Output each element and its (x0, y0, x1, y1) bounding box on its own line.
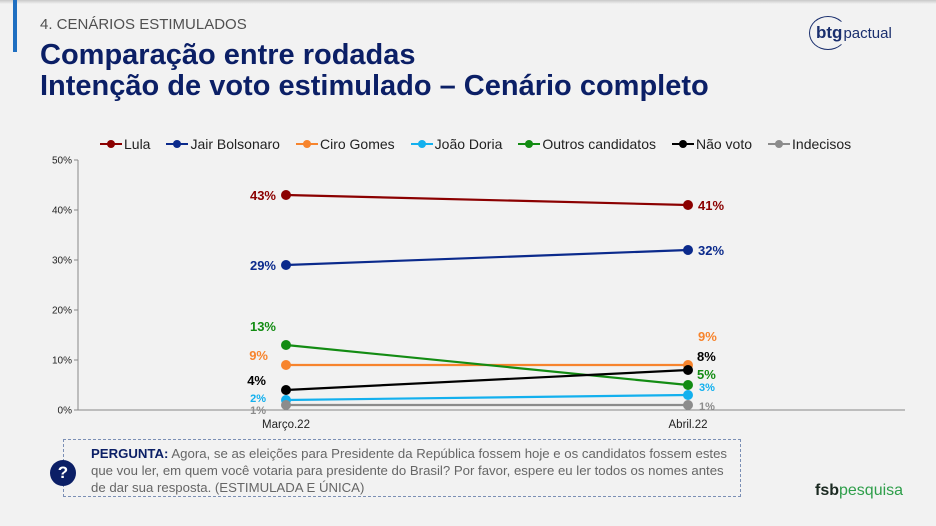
series-line (285, 343, 689, 387)
data-label: 5% (697, 367, 716, 382)
y-tick-label: 20% (52, 306, 72, 317)
y-tick-label: 50% (52, 156, 72, 167)
y-tick-label: 40% (52, 206, 72, 217)
y-tick-label: 30% (52, 256, 72, 267)
legend-label: Ciro Gomes (319, 136, 395, 152)
pesquisa-text: pesquisa (839, 482, 904, 499)
question-icon: ? (50, 460, 76, 486)
legend-item: Indecisos (768, 136, 851, 152)
data-point (281, 260, 291, 270)
legend-label: Lula (124, 136, 151, 152)
series-line (285, 193, 689, 207)
data-point (281, 340, 291, 350)
legend-marker-icon (518, 139, 541, 149)
question-body: Agora, se as eleições para Presidente da… (91, 446, 728, 495)
legend-marker-icon (410, 139, 433, 149)
fsb-text: fsb (815, 482, 839, 499)
data-label: 9% (249, 348, 268, 363)
line-chart: 0% 10% 20% 30% 40% 50% Março.22 Abril.22 43% 41% 2… (52, 156, 905, 431)
chart-legend: Lula Jair Bolsonaro Ciro Gomes João Doria Ou… (100, 136, 851, 152)
data-point (683, 390, 693, 400)
logo-pactual-text: pactual (843, 24, 892, 42)
legend-marker-icon (166, 139, 189, 149)
data-point (281, 400, 291, 410)
accent-bar (13, 0, 17, 52)
title-line-1: Comparação entre rodadas (40, 39, 416, 71)
legend-item: Jair Bolsonaro (166, 136, 280, 152)
question-text: PERGUNTA: Agora, se as eleições para Pre… (91, 445, 741, 496)
legend-item: Não voto (671, 136, 753, 152)
data-point (683, 365, 693, 375)
legend-item: João Doria (410, 136, 503, 152)
legend-item: Ciro Gomes (295, 136, 395, 152)
legend-label: Indecisos (792, 136, 852, 152)
series-line (285, 368, 689, 392)
data-label: 43% (250, 188, 276, 203)
legend-marker-icon (671, 139, 694, 149)
data-label: 32% (698, 243, 724, 258)
top-shadow (0, 0, 936, 4)
data-point (683, 245, 693, 255)
question-label: PERGUNTA: (91, 446, 169, 461)
section-label: 4. CENÁRIOS ESTIMULADOS (40, 16, 247, 33)
data-label: 4% (247, 373, 266, 388)
data-point (683, 380, 693, 390)
data-point (281, 385, 291, 395)
legend-marker-icon (295, 139, 318, 149)
legend-item: Lula (100, 136, 150, 152)
data-point (281, 190, 291, 200)
data-label: 3% (699, 382, 715, 394)
data-label: 9% (698, 329, 717, 344)
series-line (285, 248, 689, 267)
data-label: 13% (250, 319, 276, 334)
legend-label: Não voto (695, 136, 753, 152)
legend-label: Jair Bolsonaro (190, 136, 280, 152)
data-label: 2% (250, 393, 266, 405)
data-point (683, 400, 693, 410)
fsb-pesquisa-logo: fsbpesquisa (815, 482, 903, 500)
legend-marker-icon (768, 139, 791, 149)
y-tick-label: 10% (52, 356, 72, 367)
legend-item: Outros candidatos (518, 136, 656, 152)
x-tick-label: Abril.22 (669, 419, 708, 431)
legend-marker-icon (100, 139, 122, 149)
btg-pactual-logo: btg pactual (809, 16, 892, 50)
data-label: 1% (699, 401, 715, 413)
series-line (285, 393, 689, 402)
page-title: Comparação entre rodadas Intenção de vot… (40, 40, 709, 102)
data-label: 29% (250, 258, 276, 273)
x-tick-label: Março.22 (262, 419, 310, 431)
legend-label: Outros candidatos (542, 136, 656, 152)
data-point (281, 360, 291, 370)
data-label: 8% (697, 349, 716, 364)
data-label: 41% (698, 198, 724, 213)
logo-circle-icon (809, 16, 847, 50)
data-point (683, 200, 693, 210)
title-line-2: Intenção de voto estimulado – Cenário co… (40, 70, 709, 102)
y-tick-label: 0% (58, 406, 73, 417)
data-label: 1% (250, 405, 266, 417)
legend-label: João Doria (434, 136, 503, 152)
